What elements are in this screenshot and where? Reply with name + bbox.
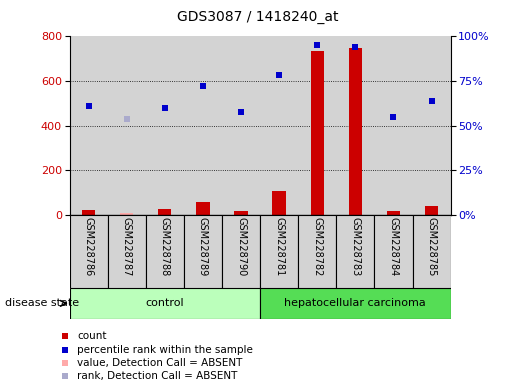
Text: GSM228785: GSM228785 xyxy=(426,217,437,276)
Text: GSM228788: GSM228788 xyxy=(160,217,170,276)
Bar xyxy=(298,215,336,288)
Text: GSM228790: GSM228790 xyxy=(236,217,246,276)
Bar xyxy=(184,215,222,288)
Text: control: control xyxy=(146,298,184,308)
Bar xyxy=(425,206,438,215)
Text: disease state: disease state xyxy=(5,298,79,308)
Bar xyxy=(336,36,374,215)
Bar xyxy=(374,36,413,215)
Bar xyxy=(260,215,298,288)
Bar xyxy=(298,36,336,215)
Text: GSM228783: GSM228783 xyxy=(350,217,360,276)
Bar xyxy=(387,211,400,215)
Text: GSM228787: GSM228787 xyxy=(122,217,132,276)
Bar xyxy=(146,36,184,215)
Bar xyxy=(70,288,260,319)
Bar xyxy=(158,209,171,215)
Bar xyxy=(260,288,451,319)
Text: GDS3087 / 1418240_at: GDS3087 / 1418240_at xyxy=(177,10,338,23)
Bar xyxy=(311,51,324,215)
Text: rank, Detection Call = ABSENT: rank, Detection Call = ABSENT xyxy=(77,371,238,381)
Bar xyxy=(70,36,108,215)
Bar xyxy=(108,215,146,288)
Text: hepatocellular carcinoma: hepatocellular carcinoma xyxy=(284,298,426,308)
Bar xyxy=(413,215,451,288)
Bar xyxy=(70,215,108,288)
Bar xyxy=(374,215,413,288)
Text: value, Detection Call = ABSENT: value, Detection Call = ABSENT xyxy=(77,358,243,368)
Text: GSM228784: GSM228784 xyxy=(388,217,399,276)
Bar xyxy=(222,215,260,288)
Bar xyxy=(234,211,248,215)
Bar xyxy=(272,191,286,215)
Bar xyxy=(108,36,146,215)
Text: percentile rank within the sample: percentile rank within the sample xyxy=(77,344,253,354)
Bar xyxy=(184,36,222,215)
Text: count: count xyxy=(77,331,107,341)
Bar xyxy=(222,36,260,215)
Text: GSM228789: GSM228789 xyxy=(198,217,208,276)
Text: GSM228786: GSM228786 xyxy=(83,217,94,276)
Bar xyxy=(349,48,362,215)
Bar xyxy=(82,210,95,215)
Bar xyxy=(120,213,133,215)
Bar xyxy=(413,36,451,215)
Text: GSM228782: GSM228782 xyxy=(312,217,322,276)
Bar xyxy=(196,202,210,215)
Bar xyxy=(260,36,298,215)
Bar xyxy=(336,215,374,288)
Bar xyxy=(146,215,184,288)
Text: GSM228781: GSM228781 xyxy=(274,217,284,276)
